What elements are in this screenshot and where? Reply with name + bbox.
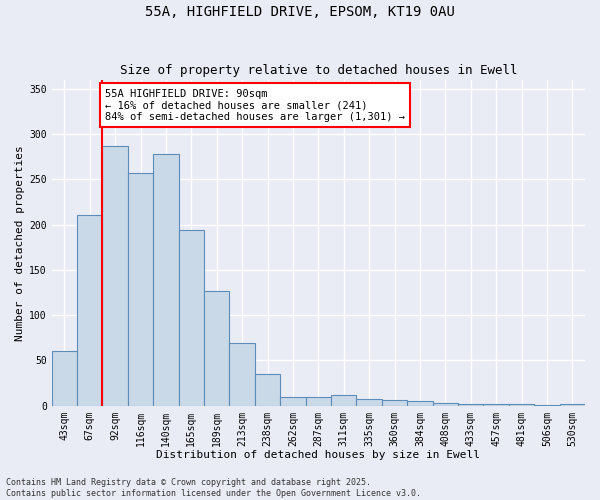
Bar [103, 146, 128, 406]
Bar [331, 395, 356, 406]
Bar [255, 374, 280, 406]
Bar [77, 216, 103, 406]
Bar [204, 290, 229, 406]
Bar [484, 404, 509, 406]
Text: Contains HM Land Registry data © Crown copyright and database right 2025.
Contai: Contains HM Land Registry data © Crown c… [6, 478, 421, 498]
Text: 55A, HIGHFIELD DRIVE, EPSOM, KT19 0AU: 55A, HIGHFIELD DRIVE, EPSOM, KT19 0AU [145, 5, 455, 19]
Bar [382, 400, 407, 406]
Text: 55A HIGHFIELD DRIVE: 90sqm
← 16% of detached houses are smaller (241)
84% of sem: 55A HIGHFIELD DRIVE: 90sqm ← 16% of deta… [105, 88, 405, 122]
Bar [560, 404, 585, 406]
Bar [52, 352, 77, 406]
Bar [534, 405, 560, 406]
Bar [356, 400, 382, 406]
Bar [179, 230, 204, 406]
Bar [128, 173, 153, 406]
Y-axis label: Number of detached properties: Number of detached properties [15, 145, 25, 340]
Bar [153, 154, 179, 406]
Bar [509, 404, 534, 406]
Bar [229, 343, 255, 406]
Bar [305, 396, 331, 406]
Bar [280, 396, 305, 406]
Bar [458, 404, 484, 406]
X-axis label: Distribution of detached houses by size in Ewell: Distribution of detached houses by size … [157, 450, 481, 460]
Title: Size of property relative to detached houses in Ewell: Size of property relative to detached ho… [119, 64, 517, 77]
Bar [407, 401, 433, 406]
Bar [433, 403, 458, 406]
